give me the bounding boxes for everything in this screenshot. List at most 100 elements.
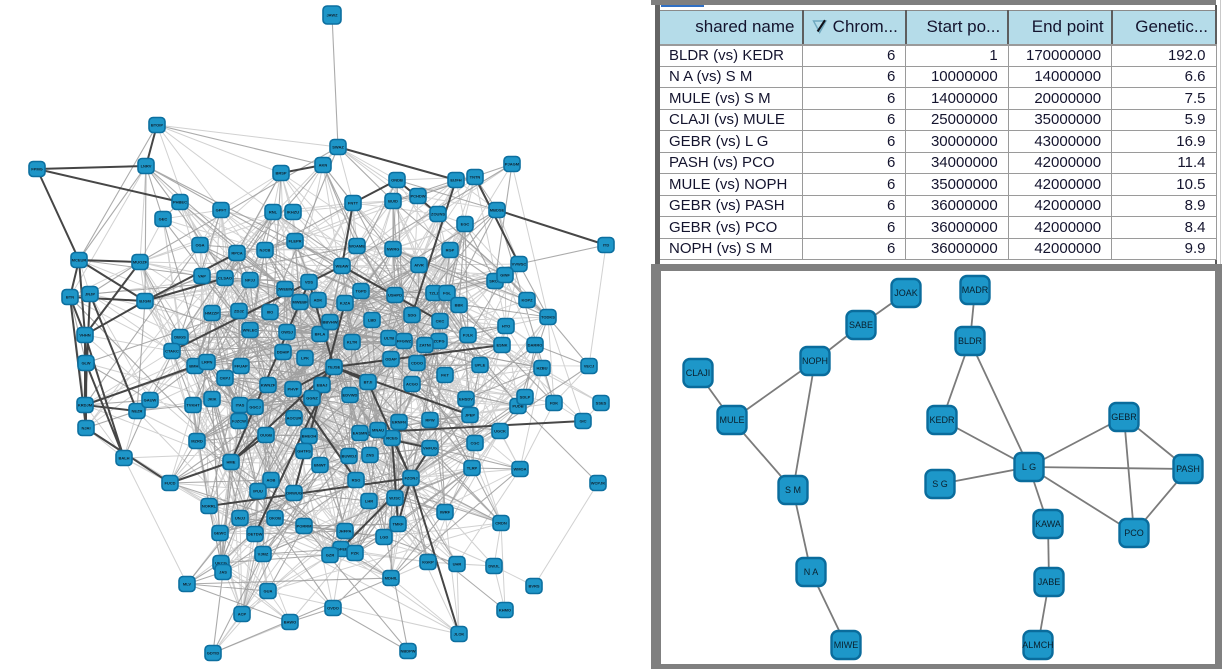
- svg-text:VHFUG: VHFUG: [423, 446, 437, 451]
- svg-text:NORRL: NORRL: [202, 504, 217, 509]
- svg-text:GAUW: GAUW: [144, 398, 157, 403]
- svg-text:PJLK: PJLK: [463, 333, 473, 338]
- svg-text:DWJL: DWJL: [488, 564, 500, 569]
- svg-text:IPUU: IPUU: [253, 489, 263, 494]
- svg-text:HTO: HTO: [502, 324, 510, 329]
- svg-text:UNJJ: UNJJ: [235, 516, 245, 521]
- svg-text:GLW: GLW: [81, 361, 90, 366]
- svg-text:GIC: GIC: [579, 419, 586, 424]
- svg-text:AKN: AKN: [319, 163, 328, 168]
- svg-text:BRSP: BRSP: [275, 171, 286, 176]
- svg-text:NEZR: NEZR: [132, 409, 143, 414]
- svg-text:PHVP: PHVP: [288, 387, 299, 392]
- svg-text:KGKP: KGKP: [422, 560, 434, 565]
- svg-text:VAP: VAP: [198, 274, 206, 279]
- svg-text:KLTR: KLTR: [347, 340, 357, 345]
- svg-text:TVKHT: TVKHT: [186, 403, 200, 408]
- svg-text:ULTB: ULTB: [384, 336, 394, 341]
- svg-text:JPEP: JPEP: [465, 413, 476, 418]
- svg-text:DARRO: DARRO: [528, 343, 543, 348]
- svg-text:FLEPR: FLEPR: [288, 239, 301, 244]
- svg-text:NBDPW: NBDPW: [400, 649, 415, 654]
- svg-text:WEAW: WEAW: [336, 264, 349, 269]
- svg-text:CGC: CGC: [471, 441, 480, 446]
- svg-text:VDS: VDS: [305, 280, 314, 285]
- svg-text:PJAGM: PJAGM: [505, 162, 520, 167]
- svg-text:UGCK: UGCK: [494, 429, 506, 434]
- svg-text:RGP: RGP: [446, 248, 455, 253]
- svg-text:FKT: FKT: [441, 373, 449, 378]
- svg-text:BBVHW: BBVHW: [322, 320, 337, 325]
- svg-text:MZRD: MZRD: [191, 439, 203, 444]
- svg-text:GPFT: GPFT: [216, 208, 227, 213]
- svg-text:ACP: ACP: [238, 612, 247, 617]
- svg-text:TGPD: TGPD: [355, 289, 366, 294]
- svg-text:FJZCW: FJZCW: [232, 419, 246, 424]
- svg-text:IWRF: IWRF: [440, 510, 451, 515]
- svg-text:FZONJ: FZONJ: [404, 476, 417, 481]
- svg-text:MLV: MLV: [183, 582, 191, 587]
- svg-text:PCHDW: PCHDW: [410, 194, 425, 199]
- svg-text:GEC: GEC: [159, 217, 168, 222]
- svg-text:WNLEC: WNLEC: [243, 328, 258, 333]
- svg-text:FUCD: FUCD: [164, 481, 175, 486]
- svg-text:HME: HME: [227, 460, 236, 465]
- svg-text:GGNZ: GGNZ: [306, 396, 318, 401]
- svg-text:SSES: SSES: [596, 401, 607, 406]
- svg-text:GDTID: GDTID: [207, 651, 220, 656]
- svg-text:SDLP: SDLP: [520, 395, 531, 400]
- svg-text:FFUAP: FFUAP: [234, 364, 248, 369]
- svg-text:LGD: LGD: [380, 535, 389, 540]
- svg-text:SRON: SRON: [489, 279, 501, 284]
- svg-text:MBDSE: MBDSE: [490, 208, 505, 213]
- svg-text:OETDW: OETDW: [248, 532, 263, 537]
- svg-text:NJCB: NJCB: [260, 248, 271, 253]
- svg-text:MNAU: MNAU: [372, 428, 384, 433]
- svg-text:EGC: EGC: [461, 222, 470, 227]
- svg-text:EDVWD: EDVWD: [343, 393, 358, 398]
- svg-text:VVWSC: VVWSC: [512, 262, 527, 267]
- svg-text:VECJ: VECJ: [584, 364, 594, 369]
- svg-text:CKC: CKC: [436, 319, 445, 324]
- svg-text:LPK: LPK: [301, 356, 309, 361]
- svg-text:EHSDV: EHSDV: [459, 397, 473, 402]
- svg-text:EBAJ: EBAJ: [317, 383, 328, 388]
- svg-text:NJAI: NJAI: [81, 426, 90, 431]
- svg-text:JAWZ: JAWZ: [326, 13, 338, 18]
- svg-text:ESNK: ESNK: [496, 343, 507, 348]
- svg-text:BTOIP: BTOIP: [151, 123, 163, 128]
- svg-text:ZCPG: ZCPG: [433, 339, 444, 344]
- svg-text:GUA: GUA: [264, 589, 273, 594]
- svg-text:JNJP: JNJP: [85, 292, 95, 297]
- svg-text:GZR: GZR: [326, 553, 335, 558]
- svg-text:OGA: OGA: [195, 243, 204, 248]
- svg-text:PHBEC: PHBEC: [173, 200, 187, 205]
- svg-text:FPMG: FPMG: [31, 167, 43, 172]
- svg-text:ZNS: ZNS: [366, 453, 374, 458]
- svg-text:BTN: BTN: [66, 295, 74, 300]
- svg-text:BUWDJ: BUWDJ: [342, 454, 357, 459]
- svg-text:DBGS: DBGS: [174, 335, 186, 340]
- svg-text:TLRP: TLRP: [467, 466, 478, 471]
- svg-text:VHHN: VHHN: [79, 333, 90, 338]
- svg-text:WOAME: WOAME: [349, 244, 365, 249]
- svg-text:CDOO: CDOO: [411, 361, 423, 366]
- svg-text:BAWO: BAWO: [284, 620, 296, 625]
- svg-text:UKCG: UKCG: [215, 561, 227, 566]
- svg-text:KRDJM: KRDJM: [78, 403, 93, 408]
- svg-text:MWEBF: MWEBF: [292, 300, 308, 305]
- svg-text:ACGO: ACGO: [406, 382, 418, 387]
- svg-text:GINF: GINF: [500, 273, 510, 278]
- svg-text:TMKF: TMKF: [392, 522, 404, 527]
- svg-text:EASMN: EASMN: [353, 431, 368, 436]
- svg-text:LNRV: LNRV: [141, 164, 152, 169]
- svg-text:IIIO: IIIO: [267, 310, 273, 315]
- svg-text:BTJI: BTJI: [364, 380, 373, 385]
- svg-text:BUID: BUID: [388, 199, 398, 204]
- svg-text:MUOZF: MUOZF: [133, 260, 148, 265]
- svg-text:FGL: FGL: [443, 291, 452, 296]
- svg-text:BJGM: BJGM: [139, 299, 151, 304]
- svg-text:KOPZ: KOPZ: [521, 298, 533, 303]
- svg-text:CTAKC: CTAKC: [165, 349, 179, 354]
- svg-text:VJMZ: VJMZ: [258, 552, 269, 557]
